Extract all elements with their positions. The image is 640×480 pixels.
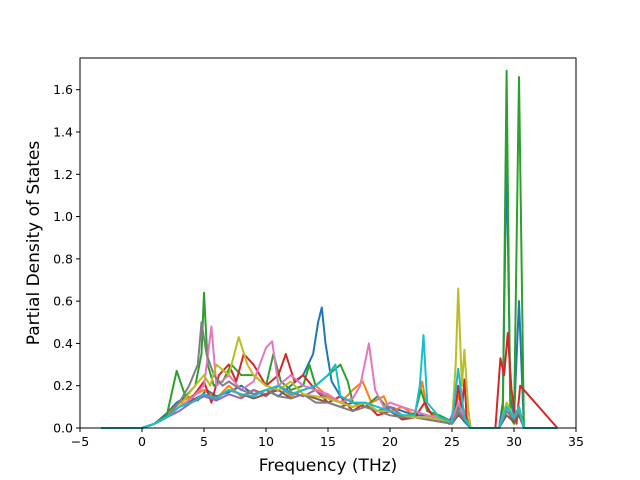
y-tick-label: 1.0 [53,209,73,224]
y-tick-label: 0.4 [53,336,73,351]
y-tick-label: 0.0 [53,421,73,436]
x-tick-label: 20 [382,434,398,449]
series-line-10 [101,334,558,429]
x-tick-label: 10 [258,434,274,449]
x-tick-label: 30 [506,434,522,449]
x-tick-label: 15 [320,434,336,449]
y-tick-label: 0.6 [53,294,73,309]
x-axis-label: Frequency (THz) [259,456,398,476]
y-tick-label: 1.6 [53,82,73,97]
x-tick-label: 35 [568,434,584,449]
y-tick-label: 0.2 [53,378,73,393]
y-axis: 0.0 0.2 0.4 0.6 0.8 1.0 1.2 1.4 1.6 [53,82,80,436]
x-axis: −5 0 5 10 15 20 25 30 35 [71,428,584,449]
y-tick-label: 1.4 [53,125,73,140]
y-axis-label: Partial Density of States [24,141,44,346]
x-tick-label: −5 [71,434,89,449]
x-tick-label: 0 [138,434,146,449]
plot-frame [79,57,577,429]
y-tick-label: 1.2 [53,167,73,182]
series-line-9 [101,287,558,429]
series-line-1 [101,152,558,429]
y-tick-label: 0.8 [53,251,73,266]
series-layer [101,69,559,429]
x-tick-label: 5 [200,434,208,449]
x-tick-label: 25 [444,434,460,449]
